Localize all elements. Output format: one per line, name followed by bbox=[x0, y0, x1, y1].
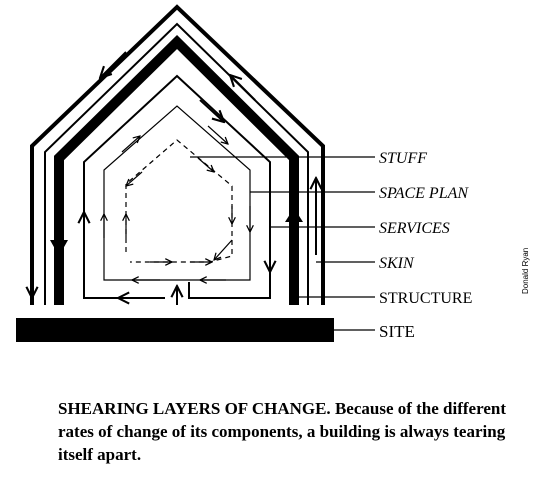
space-plan-arrow-top-left bbox=[121, 136, 140, 153]
skin-outer-line bbox=[30, 4, 325, 305]
structure-frame bbox=[54, 34, 299, 305]
skin-arrow-top-left bbox=[100, 51, 127, 78]
stuff-arrow-7 bbox=[214, 239, 233, 260]
label-space-plan: SPACE PLAN bbox=[379, 185, 469, 202]
structure-arrow-up bbox=[285, 208, 303, 222]
label-structure: STRUCTURE bbox=[379, 290, 472, 307]
label-services: SERVICES bbox=[379, 220, 450, 237]
structure-arrow-down bbox=[50, 240, 68, 256]
stuff-arrow-1 bbox=[126, 171, 143, 186]
shearing-layers-diagram: STUFF SPACE PLAN SERVICES SKIN STRUCTURE… bbox=[16, 4, 472, 342]
stuff-loop bbox=[125, 139, 233, 263]
stuff-arrow-2 bbox=[197, 157, 214, 172]
caption-text: Because of the different rates of change… bbox=[58, 399, 506, 464]
services-arrow-top bbox=[199, 99, 224, 122]
caption-lead: SHEARING LAYERS OF CHANGE. bbox=[58, 399, 331, 418]
space-plan-arrow-top-right bbox=[207, 125, 228, 144]
skin-inner-line bbox=[44, 22, 309, 305]
site-slab bbox=[16, 318, 334, 342]
figure-caption: SHEARING LAYERS OF CHANGE. Because of th… bbox=[58, 397, 528, 466]
label-stuff: STUFF bbox=[379, 150, 427, 167]
label-site: SITE bbox=[379, 322, 415, 341]
skin-arrow-top-right bbox=[230, 75, 256, 101]
label-skin: SKIN bbox=[379, 255, 415, 272]
photo-credit: Donald Ryan bbox=[521, 247, 530, 294]
